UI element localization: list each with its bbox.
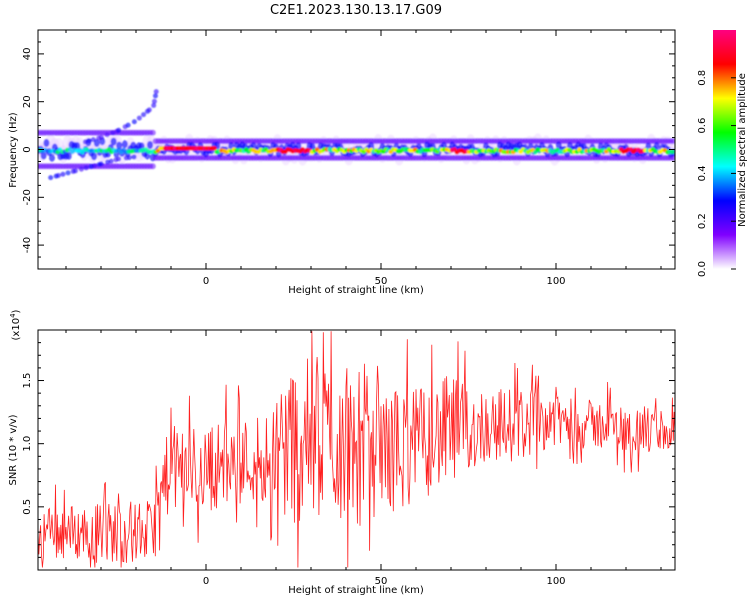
colorbar-tick-label: 0.8 — [697, 70, 708, 86]
spectrogram-cell — [108, 158, 114, 164]
spectrogram-cell — [131, 119, 137, 125]
snr-multiplier-exp: 4 — [9, 313, 17, 318]
spectrogram-y-axis-label: Frequency (Hz) — [8, 112, 19, 188]
snr-multiplier-base: (x10 — [11, 318, 22, 341]
spectrogram-cell — [126, 155, 132, 161]
snr-y-multiplier: (x104) — [9, 309, 22, 340]
spectrogram-cell — [147, 140, 153, 149]
spectrogram-y-tick-label: 20 — [22, 95, 33, 108]
spectrogram-cell — [153, 89, 159, 95]
spectrogram-cell — [104, 132, 110, 138]
spectrogram-cell — [86, 138, 92, 144]
colorbar-gradient — [713, 30, 736, 269]
spectrogram-y-tick-label: -20 — [22, 189, 33, 205]
spectrogram-cell — [116, 127, 122, 133]
snr-frame — [37, 329, 676, 571]
spectrogram-cell — [43, 139, 50, 148]
spectrogram-cell — [91, 163, 97, 169]
spectrogram-panel: 0 50 100 -40 -20 0 20 40 Frequency (Hz) Height … — [8, 29, 676, 296]
spectrogram-cell — [141, 112, 147, 118]
spectrogram-cell — [60, 171, 66, 177]
spectrogram-cell — [670, 138, 675, 145]
spectrogram-cell — [72, 168, 78, 174]
spectrogram-y-tick-label: 0 — [22, 146, 33, 152]
spectrogram-cell — [136, 115, 142, 121]
snr-x-tick-label: 100 — [546, 576, 565, 587]
spectrogram-cell — [149, 129, 156, 136]
snr-panel: 0 50 100 0.5 1.0 1.5 SNR (10 * v/v) (x104) He… — [8, 309, 676, 596]
spectrogram-cell — [74, 142, 81, 151]
spectrogram-cell — [91, 152, 97, 161]
spectrogram-cell — [110, 137, 117, 146]
spectrogram-cell — [151, 102, 157, 108]
spectrogram-cell — [83, 165, 89, 171]
spectrogram-cell — [40, 151, 47, 160]
spectrogram-cell — [368, 142, 375, 151]
spectrogram-cell — [149, 163, 156, 170]
spectrogram-cell — [131, 154, 137, 160]
colorbar-tick-label: 0.4 — [697, 165, 708, 181]
snr-x-tick-label: 0 — [203, 576, 209, 587]
spectrogram-cell — [110, 130, 116, 136]
spectrogram-cell — [152, 93, 158, 99]
spectrogram-y-tick-label: -40 — [22, 237, 33, 253]
spectrogram-cell — [78, 166, 84, 172]
spectrogram-cell — [49, 153, 55, 162]
spectrogram-heatmap — [38, 89, 675, 181]
spectrogram-cell — [125, 122, 131, 128]
colorbar-tick-label: 0.2 — [697, 213, 708, 229]
spectrogram-cell — [146, 107, 152, 113]
spectrogram-cell — [55, 172, 61, 178]
spectrogram-frame — [37, 29, 676, 270]
spectrogram-cell — [48, 175, 54, 181]
spectrogram-cell — [295, 142, 302, 151]
spectrogram-cell — [144, 151, 151, 160]
snr-y-tick-label: 1.5 — [22, 373, 33, 389]
spectrogram-cell — [90, 137, 96, 143]
spectrogram-cell — [670, 149, 675, 154]
spectrogram-x-tick-label: 100 — [546, 276, 565, 287]
snr-y-tick-label: 1.0 — [22, 436, 33, 452]
snr-x-axis-label: Height of straight line (km) — [288, 585, 424, 596]
snr-series-line — [38, 331, 675, 568]
spectrogram-y-tick-label: 40 — [22, 48, 33, 61]
colorbar-tick-label: 0.0 — [697, 261, 708, 277]
spectrogram-cell — [116, 156, 122, 162]
spectrogram-cell — [98, 161, 104, 167]
spectrogram-cell — [116, 141, 123, 150]
svg-text:(x104): (x104) — [9, 309, 22, 340]
figure-title: C2E1.2023.130.13.17.G09 — [270, 3, 442, 18]
colorbar-label: Normalized spectral amplitude — [737, 73, 748, 227]
spectrogram-cell — [151, 98, 157, 104]
spectrogram-cell — [65, 151, 72, 160]
snr-y-axis-label: SNR (10 * v/v) — [8, 414, 19, 485]
snr-y-tick-label: 0.5 — [22, 499, 33, 515]
spectrogram-cell — [653, 142, 660, 151]
spectrogram-cell — [121, 140, 128, 149]
spectrogram-cell — [65, 170, 71, 176]
spectrogram-x-tick-label: 0 — [203, 276, 209, 287]
colorbar: 0.0 0.2 0.4 0.6 0.8 Normalized spectral ampl… — [697, 30, 748, 277]
spectrogram-cell — [98, 134, 104, 140]
spectrogram-cell — [212, 146, 217, 151]
snr-x-tick-label: 50 — [375, 576, 388, 587]
colorbar-tick-label: 0.6 — [697, 118, 708, 134]
snr-multiplier-close: ) — [11, 309, 22, 313]
colorbar-ticks: 0.0 0.2 0.4 0.6 0.8 — [697, 70, 736, 277]
spectrogram-x-axis-label: Height of straight line (km) — [288, 285, 424, 296]
spectrogram-x-tick-label: 50 — [375, 276, 388, 287]
